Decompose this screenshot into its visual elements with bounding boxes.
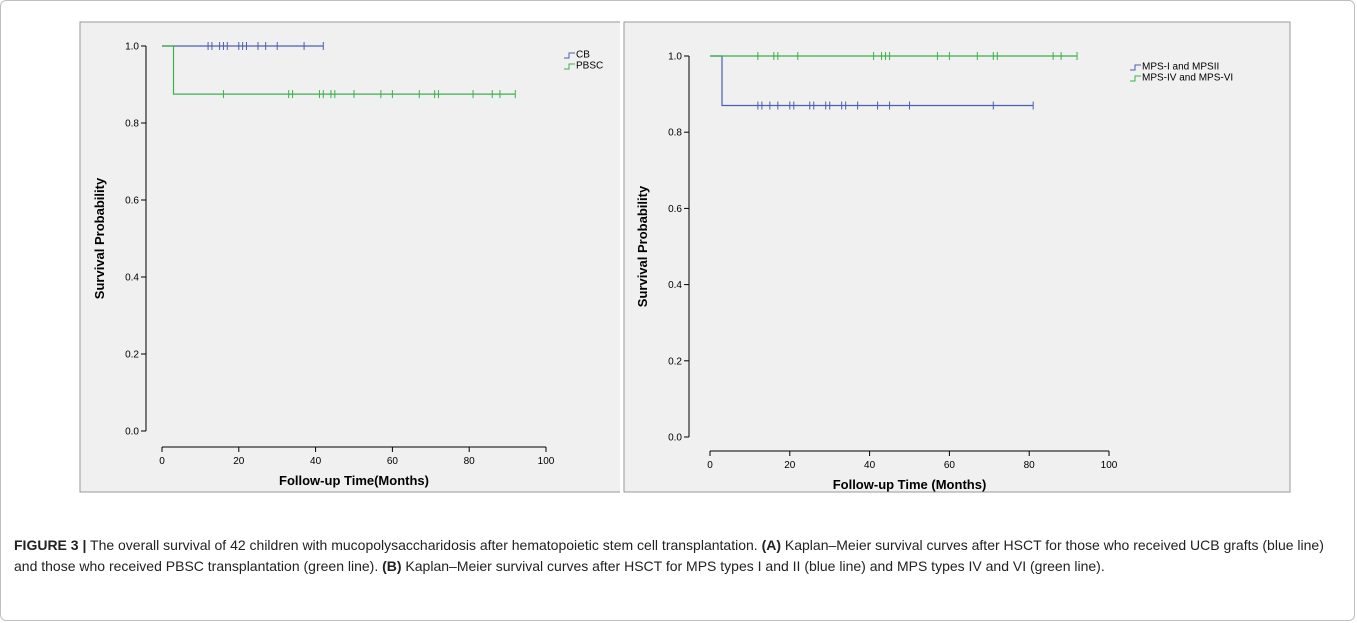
y-axis-title-b: Survival Probability (635, 185, 650, 307)
x-tick-label-a: 80 (464, 456, 476, 467)
y-tick-label-b: 0.8 (668, 128, 682, 139)
plot-area-a (79, 21, 627, 493)
chart-a: A 0.00.20.40.60.81.0020406080100Follow-u… (76, 10, 636, 502)
caption-figure-label: FIGURE 3 | (14, 537, 87, 553)
y-tick-label-a: 0.6 (125, 196, 139, 207)
series-b-1-legend-swatch (1130, 64, 1141, 71)
x-tick-label-a: 100 (538, 456, 555, 467)
y-axis-title-a: Survival Probability (92, 177, 107, 299)
caption-tag-a: (A) (761, 537, 781, 553)
y-tick-label-b: 1.0 (668, 52, 682, 63)
y-tick-label-a: 0.8 (125, 119, 139, 130)
figure-caption: FIGURE 3 | The overall survival of 42 ch… (14, 535, 1334, 576)
caption-text-2: Kaplan–Meier survival curves after HSCT … (14, 537, 1324, 574)
x-tick-label-a: 0 (159, 456, 165, 467)
x-tick-label-b: 60 (944, 460, 956, 471)
caption-text-3: Kaplan–Meier survival curves after HSCT … (401, 557, 1105, 574)
y-tick-label-a: 0.0 (125, 427, 139, 438)
series-a-2-legend-swatch (564, 63, 575, 70)
x-tick-label-b: 80 (1024, 460, 1036, 471)
series-b-2-legend-swatch (1130, 75, 1141, 82)
x-tick-label-b: 100 (1101, 460, 1118, 471)
series-b-1-legend-label: MPS-I and MPSII (1142, 62, 1219, 73)
x-tick-label-b: 20 (784, 460, 796, 471)
series-a-2-legend-label: PBSC (576, 61, 603, 72)
x-tick-label-a: 60 (387, 456, 399, 467)
caption-text-1: The overall survival of 42 children with… (86, 537, 762, 553)
chart-b: B 0.00.20.40.60.81.0020406080100Follow-u… (620, 10, 1300, 502)
y-tick-label-a: 0.2 (125, 350, 139, 361)
y-tick-label-b: 0.2 (668, 356, 682, 367)
series-a-1-legend-swatch (564, 52, 575, 59)
x-tick-label-a: 20 (233, 456, 245, 467)
y-tick-label-a: 1.0 (125, 42, 139, 53)
caption-tag-b: (B) (382, 557, 402, 574)
y-tick-label-a: 0.4 (125, 273, 139, 284)
x-tick-label-b: 0 (707, 460, 713, 471)
y-tick-label-b: 0.6 (668, 204, 682, 215)
series-a-1-legend-label: CB (576, 50, 590, 61)
x-tick-label-a: 40 (310, 456, 322, 467)
y-tick-label-b: 0.0 (668, 433, 682, 444)
series-a-2-line (162, 45, 516, 95)
plot-area-b (623, 21, 1291, 493)
x-axis-title-b: Follow-up Time (Months) (833, 477, 987, 492)
x-axis-title-a: Follow-up Time(Months) (279, 473, 429, 488)
series-b-2-legend-label: MPS-IV and MPS-VI (1142, 73, 1233, 84)
y-tick-label-b: 0.4 (668, 280, 682, 291)
x-tick-label-b: 40 (864, 460, 876, 471)
